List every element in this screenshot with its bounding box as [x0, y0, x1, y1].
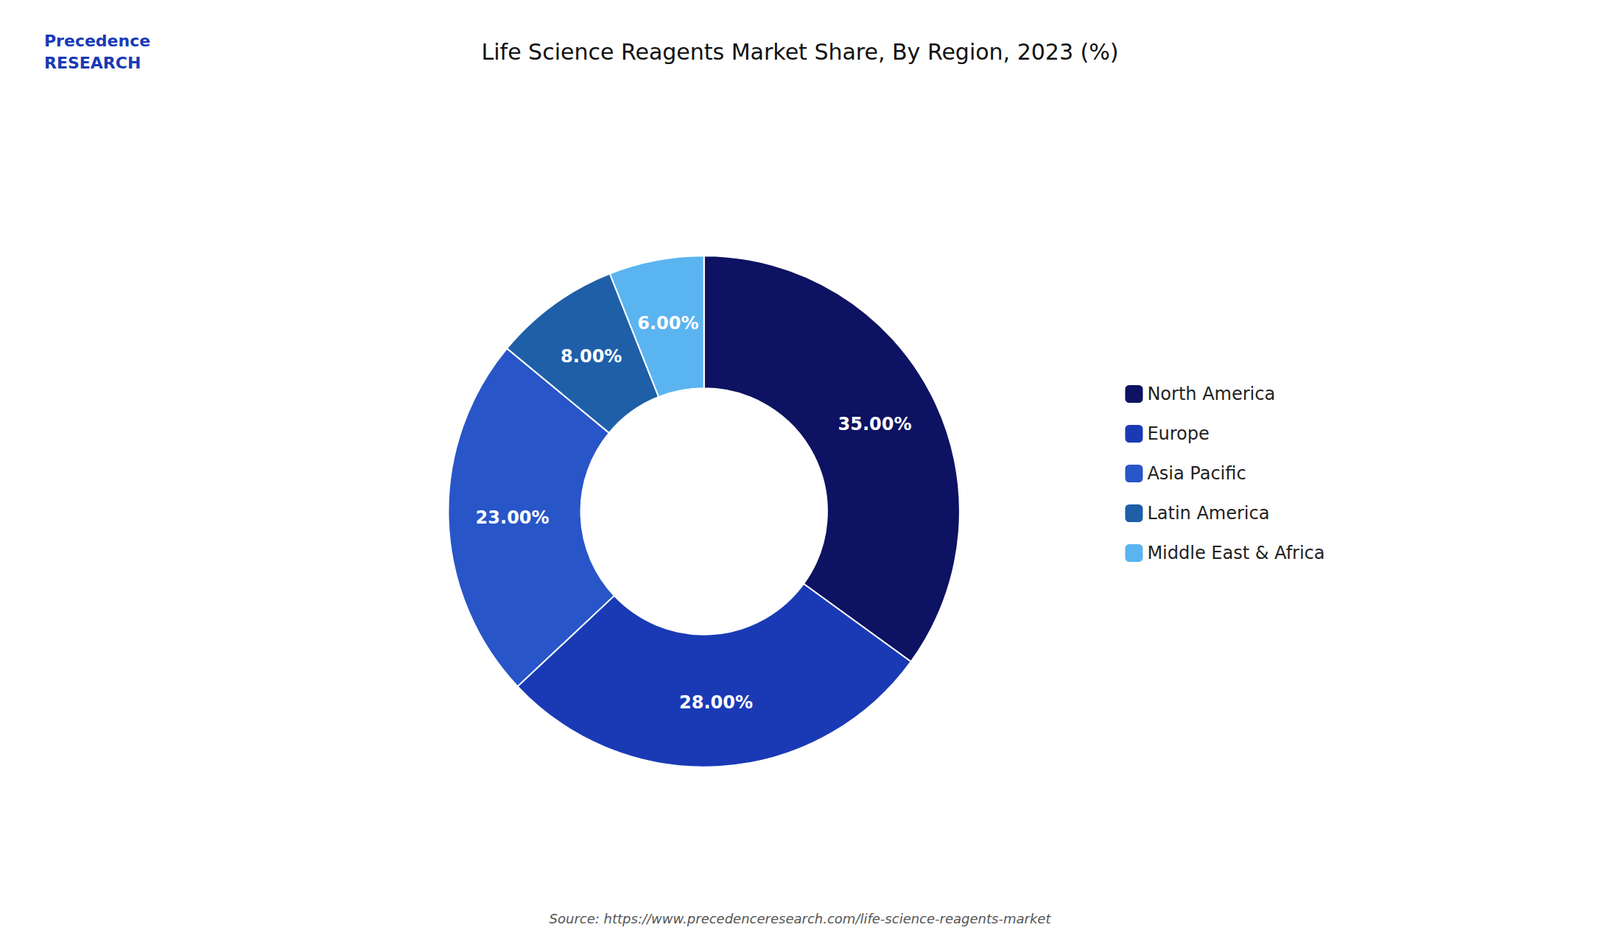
svg-text:North America: North America — [1146, 383, 1276, 405]
svg-text:35.00%: 35.00% — [838, 413, 912, 435]
svg-text:Asia Pacific: Asia Pacific — [1146, 463, 1246, 484]
svg-text:Europe: Europe — [1146, 423, 1209, 445]
svg-text:23.00%: 23.00% — [475, 507, 550, 529]
svg-text:8.00%: 8.00% — [560, 346, 622, 367]
svg-text:Middle East & Africa: Middle East & Africa — [1146, 542, 1325, 564]
svg-text:Life Science Reagents Market S: Life Science Reagents Market Share, By R… — [481, 39, 1119, 65]
svg-text:28.00%: 28.00% — [679, 692, 753, 714]
svg-text:Source: https://www.precedence: Source: https://www.precedenceresearch.c… — [549, 911, 1052, 927]
svg-text:Precedence: Precedence — [44, 31, 151, 51]
svg-text:Latin America: Latin America — [1146, 503, 1270, 524]
svg-text:RESEARCH: RESEARCH — [44, 53, 141, 73]
svg-text:6.00%: 6.00% — [637, 313, 699, 334]
